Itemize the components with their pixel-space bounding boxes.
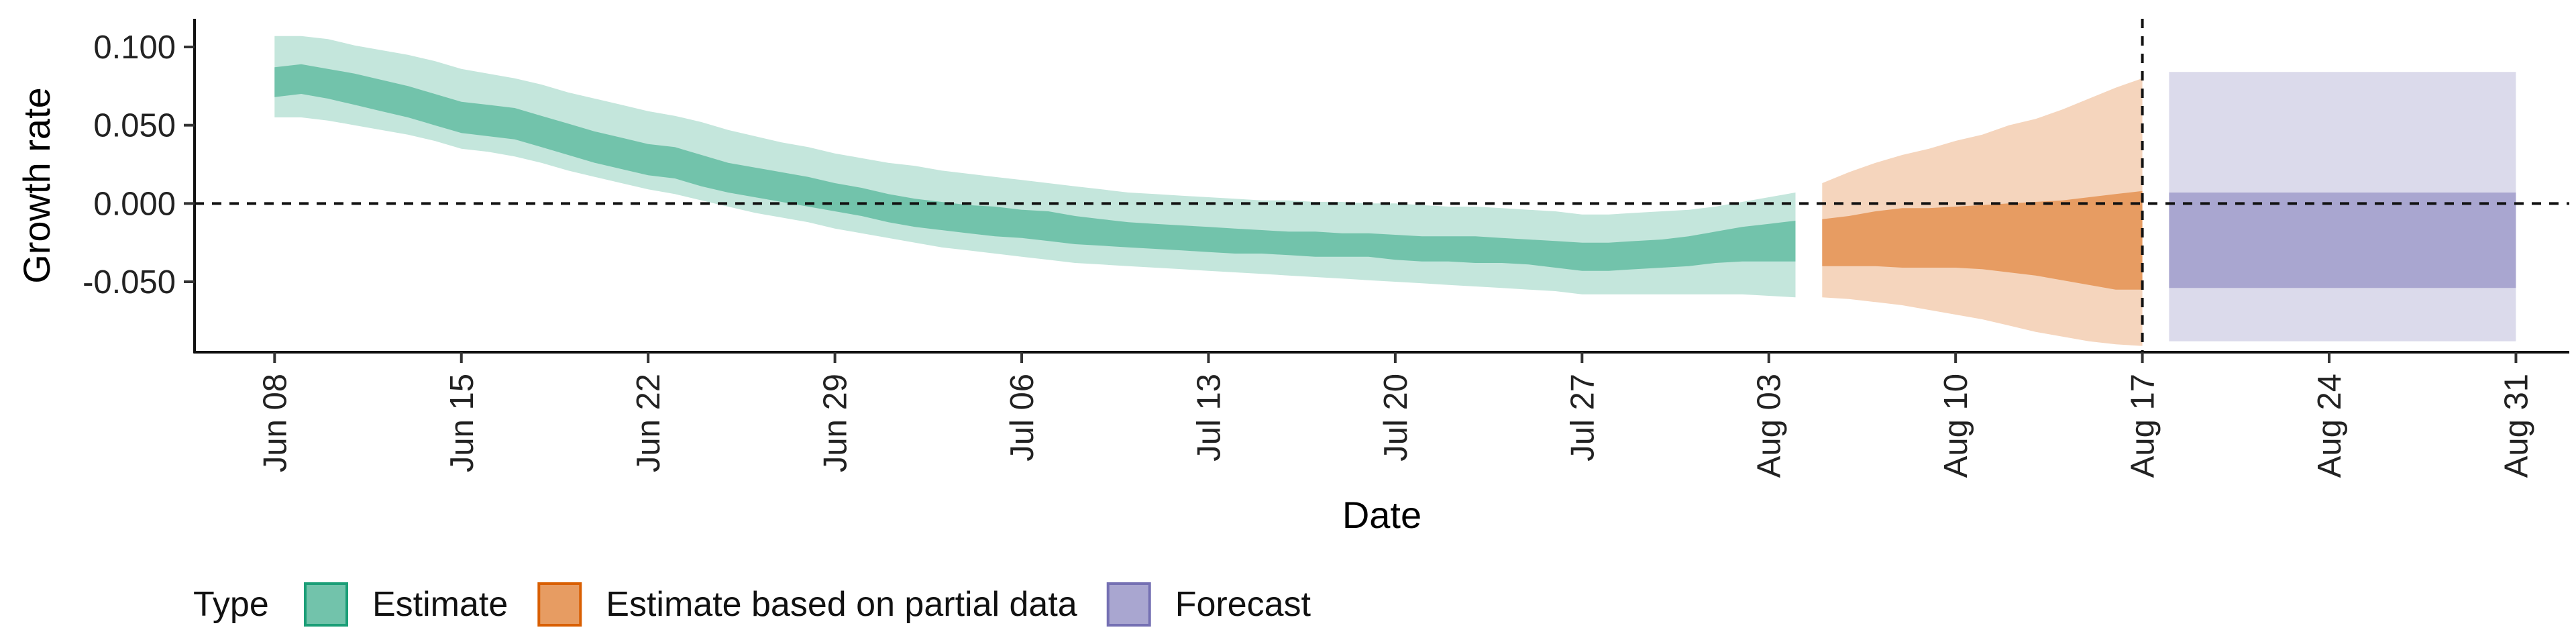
outer-interval-band [274,36,1796,298]
series-estimate [274,36,1796,298]
x-tick-label: Aug 24 [2312,374,2348,478]
axes [193,19,2569,354]
x-tick-label: Jun 22 [631,374,667,472]
y-axis-ticks: 0.100 0.050 0.000 -0.050 [83,30,195,301]
inner-interval-band [274,64,1796,271]
x-tick-label: Jun 29 [818,374,854,472]
legend-swatch [537,582,582,627]
y-axis-title: Growth rate [15,87,58,284]
y-tick-label: 0.100 [93,30,176,66]
legend-items: Estimate Estimate based on partial data Fo… [304,582,1311,627]
legend-swatch [1106,582,1151,627]
y-tick-label: 0.050 [93,108,176,144]
x-tick-label: Aug 03 [1752,374,1788,478]
series-forecast [2169,72,2516,341]
legend: Type Estimate Estimate based on partial d… [193,582,1311,627]
plot-bands [274,36,2516,346]
legend-label: Estimate based on partial data [606,585,1077,624]
legend-label: Forecast [1175,585,1311,624]
x-tick-label: Jun 08 [257,374,293,472]
legend-item: Estimate [304,582,508,627]
y-tick-label: 0.000 [93,186,176,222]
x-tick-label: Aug 10 [1938,374,1974,478]
x-tick-label: Jul 27 [1564,374,1601,462]
legend-title: Type [193,585,269,624]
y-tick-label: -0.050 [83,264,176,301]
x-tick-label: Jul 20 [1378,374,1414,462]
legend-label: Estimate [372,585,508,624]
x-axis-ticks: Jun 08 Jun 15 Jun 22 Jun 29 Jul 06 Jul 13 Jul … [257,352,2534,478]
reference-lines [195,19,2569,352]
legend-item: Estimate based on partial data [537,582,1077,627]
x-tick-label: Aug 17 [2125,374,2161,478]
inner-interval-band [2169,193,2516,288]
x-tick-label: Aug 31 [2498,374,2534,478]
x-tick-label: Jun 15 [444,374,480,472]
x-tick-label: Jul 06 [1004,374,1040,462]
legend-item: Forecast [1106,582,1311,627]
inner-interval-band [1822,191,2143,290]
series-estimate-based-on-partial-data [1822,78,2143,346]
x-tick-label: Jul 13 [1191,374,1228,462]
legend-swatch [304,582,348,627]
x-axis-title: Date [1342,494,1421,536]
